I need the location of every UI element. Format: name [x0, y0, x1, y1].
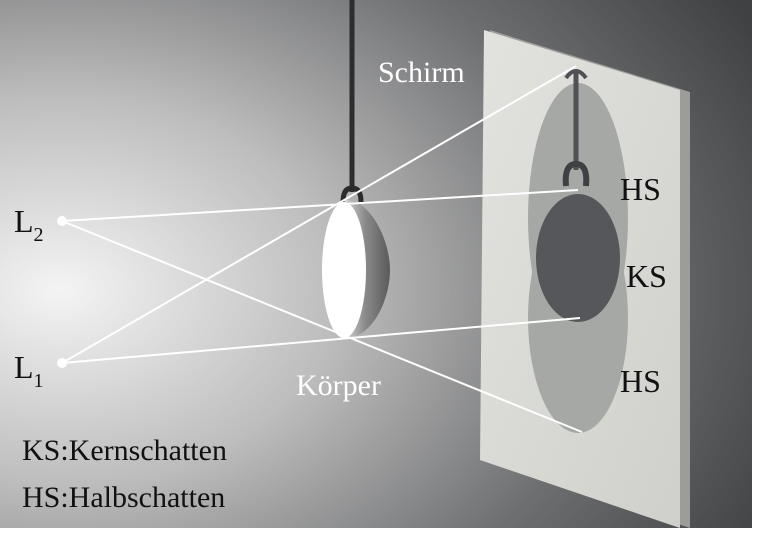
legend-hs: HS:Halbschatten — [22, 481, 225, 514]
hook-shadow — [562, 160, 590, 187]
light-source-l1 — [57, 358, 67, 368]
legend-ks: KS:Kernschatten — [22, 434, 227, 467]
body-label: Körper — [296, 369, 381, 402]
ray-l1-bottom — [61, 317, 581, 364]
light-label-l1: L1 — [14, 349, 44, 392]
light-source-l2 — [57, 216, 67, 226]
ray-l1-top — [61, 65, 577, 364]
body-hook — [340, 185, 364, 203]
hs-top-label: HS — [620, 171, 661, 207]
ray-l2-top — [61, 189, 579, 222]
light-rays — [61, 65, 583, 433]
body-face — [322, 202, 366, 338]
hs-bottom-label: HS — [620, 363, 661, 399]
hook-shadow-top — [564, 69, 588, 80]
ray-l2-bottom — [61, 220, 583, 433]
light-label-l2: L2 — [14, 203, 44, 246]
ks-label: KS — [626, 258, 667, 294]
screen-label: Schirm — [378, 56, 465, 89]
core-shadow — [536, 194, 620, 322]
